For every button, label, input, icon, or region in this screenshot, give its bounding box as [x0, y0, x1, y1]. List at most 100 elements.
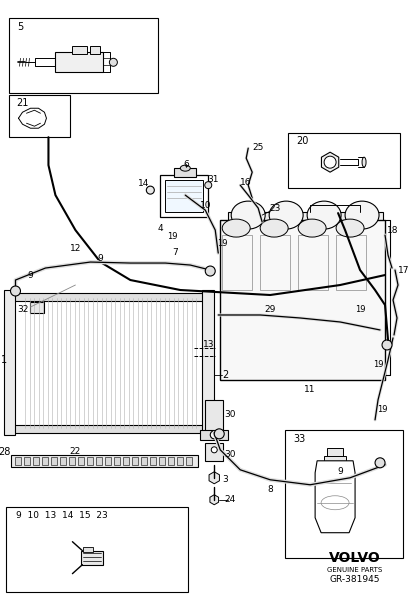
Text: 33: 33	[293, 434, 305, 444]
Ellipse shape	[269, 201, 303, 229]
Bar	[159, 457, 165, 465]
Text: 19: 19	[355, 305, 365, 314]
Bar	[69, 457, 76, 465]
Bar	[11, 293, 205, 301]
Bar	[81, 551, 104, 565]
Text: 5: 5	[18, 22, 24, 32]
Text: 9: 9	[97, 254, 103, 263]
Circle shape	[382, 340, 392, 350]
Bar	[324, 456, 346, 461]
Polygon shape	[321, 152, 339, 172]
Text: 9: 9	[28, 270, 33, 279]
Bar	[220, 220, 385, 380]
Bar	[174, 168, 196, 177]
Bar	[30, 302, 44, 313]
Text: GR-381945: GR-381945	[330, 575, 380, 584]
Bar	[165, 180, 203, 212]
Circle shape	[375, 458, 385, 468]
Text: 9  10  13  14  15  23: 9 10 13 14 15 23	[16, 511, 108, 520]
Text: 3: 3	[222, 475, 228, 484]
Text: 19: 19	[373, 361, 383, 370]
Bar	[186, 457, 192, 465]
Bar	[5, 507, 188, 591]
Bar	[327, 448, 343, 456]
Ellipse shape	[307, 201, 341, 229]
Bar	[97, 457, 102, 465]
Text: VOLVO: VOLVO	[329, 551, 381, 565]
Text: GENUINE PARTS: GENUINE PARTS	[328, 567, 383, 573]
Bar	[205, 443, 223, 461]
Ellipse shape	[298, 219, 326, 237]
Polygon shape	[315, 461, 355, 532]
Bar	[168, 457, 174, 465]
Text: 28: 28	[0, 447, 11, 457]
Text: 6: 6	[183, 160, 189, 169]
Bar	[90, 46, 100, 54]
Text: 7: 7	[173, 248, 178, 257]
Bar	[55, 52, 104, 72]
Bar	[141, 457, 147, 465]
Ellipse shape	[222, 219, 250, 237]
Text: 19: 19	[217, 239, 227, 248]
Circle shape	[211, 447, 217, 453]
Bar	[9, 95, 70, 137]
Bar	[228, 212, 383, 224]
Text: 30: 30	[224, 410, 236, 419]
Bar	[105, 457, 111, 465]
Text: 13: 13	[203, 340, 214, 349]
Bar	[60, 457, 67, 465]
Bar	[42, 457, 48, 465]
Bar	[33, 457, 39, 465]
Circle shape	[11, 286, 21, 296]
Ellipse shape	[260, 219, 288, 237]
Bar	[200, 430, 228, 440]
Bar	[288, 133, 400, 188]
Bar	[88, 457, 93, 465]
Text: 19: 19	[377, 405, 387, 414]
Bar	[83, 547, 93, 552]
Text: 14: 14	[138, 178, 149, 188]
Text: 2: 2	[222, 370, 229, 380]
Circle shape	[214, 429, 224, 439]
Ellipse shape	[362, 157, 366, 167]
Ellipse shape	[231, 201, 265, 229]
Bar	[132, 457, 139, 465]
Bar	[11, 295, 205, 430]
Bar	[260, 235, 290, 290]
Text: 18: 18	[387, 225, 399, 234]
Circle shape	[205, 182, 212, 189]
Text: 21: 21	[16, 98, 29, 108]
Text: 1: 1	[0, 355, 7, 365]
Text: 17: 17	[398, 266, 410, 275]
Text: 31: 31	[208, 175, 219, 184]
Circle shape	[324, 156, 336, 168]
Bar	[160, 175, 208, 217]
Circle shape	[205, 266, 215, 276]
Bar	[4, 290, 16, 435]
Text: 11: 11	[305, 385, 316, 394]
Text: 12: 12	[70, 243, 81, 252]
Text: 30: 30	[224, 450, 236, 459]
Bar	[205, 400, 223, 432]
Text: 20: 20	[296, 136, 309, 146]
Bar	[285, 430, 403, 558]
Bar	[202, 290, 214, 435]
Circle shape	[210, 431, 218, 439]
Bar	[222, 235, 252, 290]
Polygon shape	[210, 495, 219, 505]
Circle shape	[109, 58, 118, 66]
Bar	[11, 425, 205, 433]
Bar	[79, 457, 84, 465]
Bar	[11, 455, 198, 467]
Text: 10: 10	[199, 201, 211, 210]
Text: 19: 19	[167, 231, 178, 240]
Ellipse shape	[345, 201, 379, 229]
Ellipse shape	[336, 219, 364, 237]
Text: 8: 8	[267, 485, 273, 494]
Text: 25: 25	[252, 142, 264, 151]
Bar	[336, 235, 366, 290]
Bar	[72, 46, 88, 54]
Text: 29: 29	[265, 305, 276, 314]
Ellipse shape	[180, 165, 190, 171]
Bar	[25, 457, 30, 465]
